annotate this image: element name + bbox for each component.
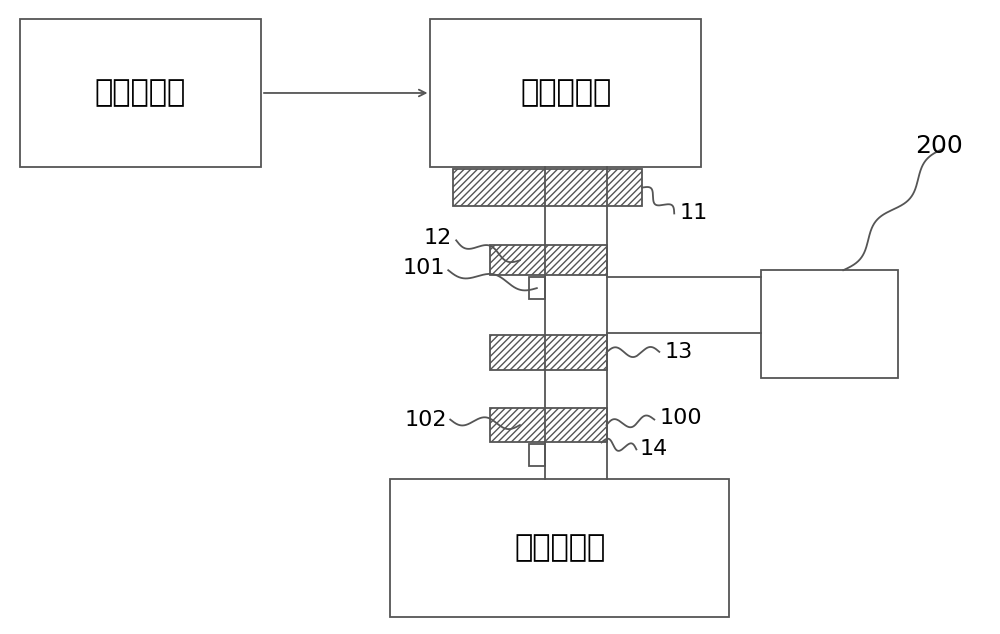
Bar (490, 408, 607, 443)
Bar (490, 335, 607, 370)
Bar (390, 479, 729, 617)
Bar (453, 169, 642, 207)
Text: 11: 11 (679, 204, 707, 223)
Bar (430, 19, 701, 167)
Bar (20, 19, 261, 167)
Text: 102: 102 (405, 410, 447, 430)
Text: 沸腾氯化炉: 沸腾氯化炉 (95, 79, 186, 108)
Bar (761, 270, 898, 378)
Bar (529, 444, 545, 467)
Text: 14: 14 (639, 439, 668, 460)
Text: 12: 12 (424, 228, 452, 249)
Text: 200: 200 (915, 134, 963, 158)
Text: 100: 100 (659, 408, 702, 427)
Bar (529, 277, 545, 299)
Text: 粉尘制浆罐: 粉尘制浆罐 (514, 533, 605, 562)
Text: 101: 101 (403, 258, 445, 278)
Text: 旋风收尘器: 旋风收尘器 (520, 79, 611, 108)
Text: 13: 13 (664, 342, 693, 362)
Bar (490, 245, 607, 275)
